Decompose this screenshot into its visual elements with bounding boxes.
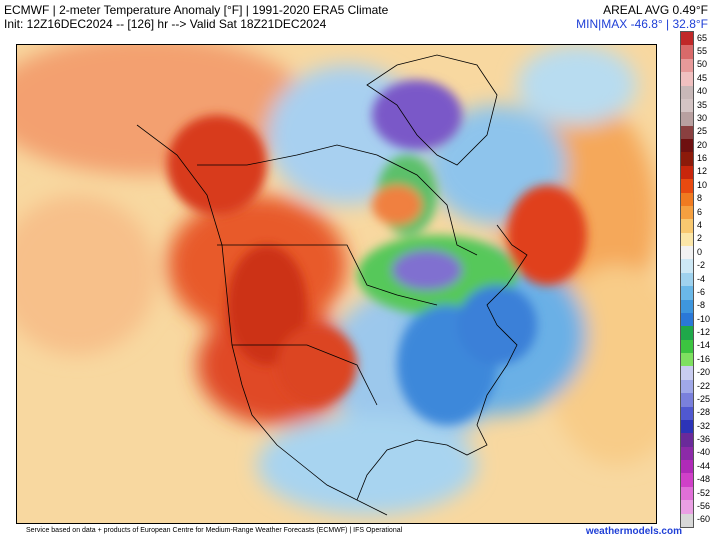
color-scale-label: 55 — [697, 46, 708, 57]
color-scale-labels: 65 55 50 45 40 35 30 25 20 16 12 10 8 6 4 2 0 -2 -4 -6 -8 -10… — [697, 31, 719, 528]
color-swatch — [681, 433, 693, 448]
color-scale-label: -56 — [697, 500, 711, 511]
color-scale-label: -36 — [697, 434, 711, 445]
color-scale-label: 6 — [697, 206, 703, 217]
color-scale-label: 25 — [697, 126, 708, 137]
color-swatch — [681, 219, 693, 234]
color-swatch — [681, 473, 693, 488]
color-swatch — [681, 339, 693, 354]
color-swatch — [681, 326, 693, 341]
color-swatch — [681, 366, 693, 381]
color-scale-label: -10 — [697, 313, 711, 324]
color-scale-label: 0 — [697, 246, 703, 257]
color-scale-label: 30 — [697, 112, 708, 123]
color-swatch — [681, 98, 693, 113]
color-scale-label: 4 — [697, 219, 703, 230]
color-scale-label: -8 — [697, 300, 706, 311]
init-valid-time: Init: 12Z16DEC2024 -- [126] hr --> Valid… — [4, 17, 327, 31]
color-swatch — [681, 179, 693, 194]
color-swatch — [681, 393, 693, 408]
color-scale-label: 12 — [697, 166, 708, 177]
website-link[interactable]: weathermodels.com — [585, 526, 682, 537]
color-scale-label: -16 — [697, 353, 711, 364]
color-swatch — [681, 353, 693, 367]
color-scale-label: 10 — [697, 179, 708, 190]
color-scale-label: 65 — [697, 32, 708, 43]
color-swatch — [681, 379, 693, 394]
color-scale-label: 50 — [697, 59, 708, 70]
color-swatch — [681, 85, 693, 100]
color-scale-label: 2 — [697, 233, 703, 244]
color-swatch — [681, 45, 693, 60]
color-scale-label: -44 — [697, 460, 711, 471]
color-scale-label: -25 — [697, 393, 711, 404]
color-scale-label: 40 — [697, 86, 708, 97]
color-swatch — [681, 259, 693, 274]
color-swatch — [681, 205, 693, 220]
color-swatch — [681, 513, 693, 528]
color-scale-label: 16 — [697, 153, 708, 164]
color-swatch — [681, 419, 693, 434]
color-swatch — [681, 192, 693, 207]
color-swatch — [681, 165, 693, 180]
color-swatch — [681, 286, 693, 301]
color-swatch — [681, 500, 693, 515]
color-scale-label: -6 — [697, 286, 706, 297]
color-swatch — [681, 272, 693, 287]
color-scale-label: 45 — [697, 72, 708, 83]
color-scale-label: -14 — [697, 340, 711, 351]
color-scale-label: 8 — [697, 193, 703, 204]
color-scale-label: -28 — [697, 407, 711, 418]
color-swatch — [681, 232, 693, 247]
color-swatch — [681, 152, 693, 167]
chart-title: ECMWF | 2-meter Temperature Anomaly [°F]… — [4, 3, 389, 17]
color-swatch — [681, 446, 693, 461]
color-scale-label: -32 — [697, 420, 711, 431]
min-max-values: MIN|MAX -46.8° | 32.8°F — [576, 17, 708, 31]
areal-average: AREAL AVG 0.49°F — [603, 3, 708, 17]
color-scale-label: -22 — [697, 380, 711, 391]
color-scale-label: -4 — [697, 273, 706, 284]
color-swatch — [681, 112, 693, 127]
color-swatch — [681, 125, 693, 140]
map-canvas — [17, 45, 656, 523]
color-swatch — [681, 406, 693, 421]
color-scale-label: 20 — [697, 139, 708, 150]
color-scale-label: -60 — [697, 514, 711, 525]
color-swatch — [681, 486, 693, 501]
color-scale-label: -40 — [697, 447, 711, 458]
color-swatch — [681, 72, 693, 86]
color-scale-label: -20 — [697, 367, 711, 378]
color-scale-label: -48 — [697, 474, 711, 485]
color-scale-label: 35 — [697, 99, 708, 110]
color-swatch — [681, 299, 693, 314]
source-attribution: Service based on data + products of Euro… — [26, 527, 403, 534]
color-swatch — [681, 58, 693, 73]
coastlines — [136, 54, 528, 516]
color-scale-label: -12 — [697, 327, 711, 337]
anomaly-map — [16, 44, 657, 524]
color-swatch — [681, 246, 693, 260]
color-swatch — [681, 32, 693, 46]
color-scale-bar — [680, 31, 694, 528]
color-swatch — [681, 312, 693, 327]
color-scale-label: -52 — [697, 487, 711, 498]
color-swatch — [681, 139, 693, 153]
color-swatch — [681, 460, 693, 474]
color-scale-label: -2 — [697, 260, 706, 271]
